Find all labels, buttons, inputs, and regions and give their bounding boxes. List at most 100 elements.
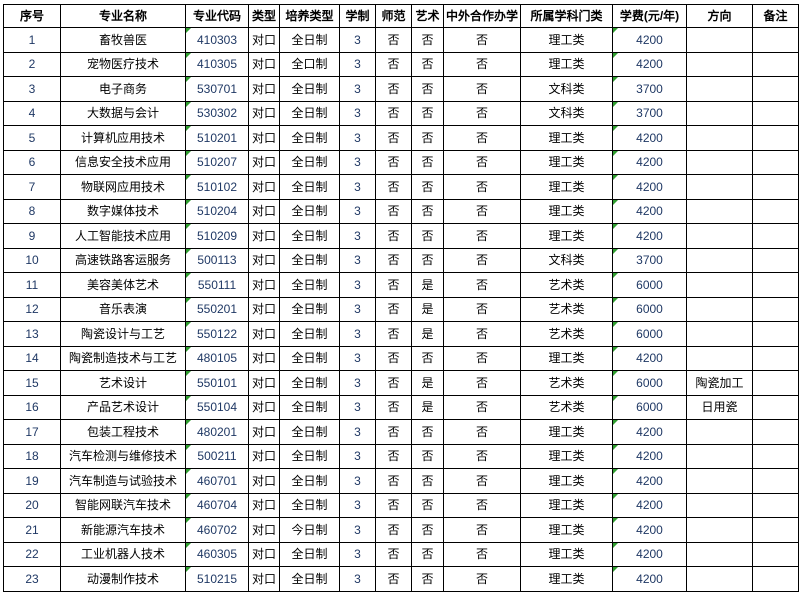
- column-header-art: 艺术: [411, 4, 444, 28]
- cell-type: 对口: [248, 296, 280, 322]
- cell-remark: [752, 272, 799, 298]
- cell-duration: 3: [339, 247, 376, 273]
- cell-duration: 3: [339, 149, 376, 175]
- cell-direction: [686, 149, 753, 175]
- cell-direction: [686, 321, 753, 347]
- cell-normal: 否: [375, 321, 412, 347]
- column-header-tuition: 学费(元/年): [612, 4, 687, 28]
- table-row: 19 汽车制造与试验技术 460701 对口 全日制 3 否否否理工类 4200: [3, 468, 799, 494]
- cell-major-name: 数字媒体技术: [60, 198, 186, 224]
- cell-type: 对口: [248, 149, 280, 175]
- cell-type: 对口: [248, 566, 280, 592]
- table-row: 1 畜牧兽医 410303 对口 全日制 3 否否否理工类 4200: [3, 27, 799, 53]
- cell-sino-foreign-coop: 否: [443, 345, 521, 371]
- cell-sino-foreign-coop: 否: [443, 517, 521, 543]
- table-row: 6 信息安全技术应用 510207 对口 全日制 3 否否否理工类 4200: [3, 149, 799, 175]
- cell-duration: 3: [339, 321, 376, 347]
- column-header-direction: 方向: [686, 4, 753, 28]
- cell-major-name: 高速铁路客运服务: [60, 247, 186, 273]
- cell-major-code: 480201: [185, 419, 249, 445]
- cell-type: 对口: [248, 76, 280, 102]
- cell-major-name: 产品艺术设计: [60, 394, 186, 420]
- cell-sino-foreign-coop: 否: [443, 370, 521, 396]
- cell-major-name: 物联网应用技术: [60, 174, 186, 200]
- cell-remark: [752, 198, 799, 224]
- cell-training-type: 全日制: [279, 198, 340, 224]
- cell-normal: 否: [375, 370, 412, 396]
- cell-tuition: 4200: [612, 125, 687, 151]
- cell-direction: [686, 51, 753, 77]
- cell-direction: [686, 443, 753, 469]
- cell-sino-foreign-coop: 否: [443, 566, 521, 592]
- cell-major-code: 460704: [185, 492, 249, 518]
- cell-tuition: 4200: [612, 419, 687, 445]
- cell-subject-category: 理工类: [520, 566, 613, 592]
- cell-tuition: 6000: [612, 394, 687, 420]
- cell-training-type: 全日制: [279, 468, 340, 494]
- cell-major-name: 电子商务: [60, 76, 186, 102]
- column-header-remark: 备注: [752, 4, 799, 28]
- cell-no: 15: [3, 370, 61, 396]
- cell-major-code: 510215: [185, 566, 249, 592]
- table-row: 20 智能网联汽车技术 460704 对口 全日制 3 否否否理工类 4200: [3, 492, 799, 518]
- table-row: 21 新能源汽车技术 460702 对口 今日制 3 否否否理工类 4200: [3, 517, 799, 543]
- cell-training-type: 全日制: [279, 272, 340, 298]
- cell-tuition: 4200: [612, 443, 687, 469]
- cell-duration: 3: [339, 51, 376, 77]
- cell-major-name: 陶瓷设计与工艺: [60, 321, 186, 347]
- cell-sino-foreign-coop: 否: [443, 51, 521, 77]
- cell-no: 16: [3, 394, 61, 420]
- cell-no: 11: [3, 272, 61, 298]
- cell-no: 3: [3, 76, 61, 102]
- cell-remark: [752, 443, 799, 469]
- cell-major-code: 510207: [185, 149, 249, 175]
- table-row: 12 音乐表演 550201 对口 全日制 3 否是否艺术类 6000: [3, 296, 799, 322]
- cell-sino-foreign-coop: 否: [443, 174, 521, 200]
- cell-normal: 否: [375, 174, 412, 200]
- cell-no: 20: [3, 492, 61, 518]
- cell-no: 23: [3, 566, 61, 592]
- header-row: 序号 专业名称 专业代码 类型 培养类型 学制 师范 艺术 中外合作办学 所属学科门类 学费(元/年…: [3, 4, 799, 28]
- cell-normal: 否: [375, 272, 412, 298]
- cell-subject-category: 理工类: [520, 492, 613, 518]
- cell-type: 对口: [248, 492, 280, 518]
- cell-direction: [686, 419, 753, 445]
- cell-major-code: 510209: [185, 223, 249, 249]
- cell-training-type: 全口制: [279, 51, 340, 77]
- cell-direction: [686, 517, 753, 543]
- table-row: 22 工业机器人技术 460305 对口 全日制 3 否否否理工类 4200: [3, 541, 799, 567]
- cell-art: 否: [411, 443, 444, 469]
- cell-art: 否: [411, 125, 444, 151]
- cell-sino-foreign-coop: 否: [443, 468, 521, 494]
- cell-duration: 3: [339, 541, 376, 567]
- cell-normal: 否: [375, 468, 412, 494]
- cell-no: 21: [3, 517, 61, 543]
- cell-sino-foreign-coop: 否: [443, 321, 521, 347]
- cell-normal: 否: [375, 345, 412, 371]
- cell-no: 4: [3, 100, 61, 126]
- cell-remark: [752, 174, 799, 200]
- column-header-training-type: 培养类型: [279, 4, 340, 28]
- cell-training-type: 全日制: [279, 394, 340, 420]
- cell-type: 对口: [248, 345, 280, 371]
- cell-no: 17: [3, 419, 61, 445]
- cell-sino-foreign-coop: 否: [443, 27, 521, 53]
- cell-subject-category: 理工类: [520, 419, 613, 445]
- cell-duration: 3: [339, 517, 376, 543]
- cell-art: 是: [411, 321, 444, 347]
- column-header-normal: 师范: [375, 4, 412, 28]
- cell-tuition: 3700: [612, 247, 687, 273]
- cell-art: 否: [411, 51, 444, 77]
- column-header-type: 类型: [248, 4, 280, 28]
- column-header-major-code: 专业代码: [185, 4, 249, 28]
- cell-major-code: 500113: [185, 247, 249, 273]
- cell-major-code: 460701: [185, 468, 249, 494]
- cell-training-type: 全日制: [279, 125, 340, 151]
- table-row: 4 大数据与会计 530302 对口 全日制 3 否否否文科类 3700: [3, 100, 799, 126]
- cell-remark: [752, 149, 799, 175]
- cell-normal: 否: [375, 223, 412, 249]
- cell-normal: 否: [375, 566, 412, 592]
- cell-type: 对口: [248, 27, 280, 53]
- cell-subject-category: 文科类: [520, 100, 613, 126]
- cell-type: 对口: [248, 174, 280, 200]
